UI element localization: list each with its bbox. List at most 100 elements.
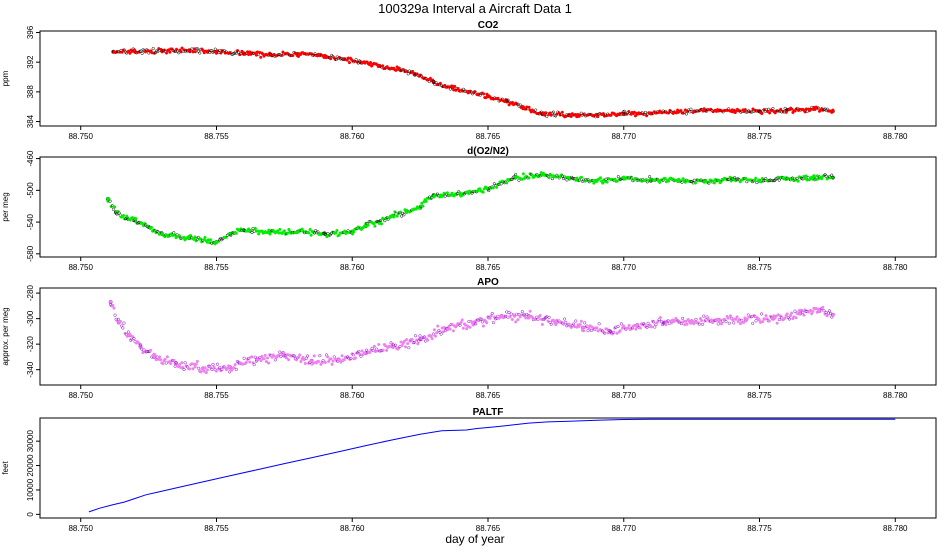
data-point xyxy=(550,177,555,181)
data-point xyxy=(108,199,112,203)
data-point xyxy=(796,312,800,316)
data-point xyxy=(543,113,547,117)
data-point xyxy=(803,176,807,181)
data-point xyxy=(388,344,392,348)
x-tick-label: 88.755 xyxy=(204,263,229,272)
data-point xyxy=(173,233,177,237)
x-tick-label: 88.775 xyxy=(747,263,772,272)
data-point xyxy=(648,175,652,179)
data-point xyxy=(787,317,791,321)
data-point xyxy=(734,317,738,321)
data-point xyxy=(272,354,276,358)
data-point xyxy=(684,319,688,323)
data-point xyxy=(481,190,485,194)
data-point xyxy=(719,322,724,326)
data-point xyxy=(205,368,209,372)
data-point xyxy=(140,51,144,55)
data-point xyxy=(506,98,510,102)
y-tick-label: -280 xyxy=(26,285,35,302)
data-point xyxy=(248,360,252,364)
x-tick-label: 88.750 xyxy=(68,524,93,533)
data-point xyxy=(182,367,186,372)
y-tick-label: 30000 xyxy=(26,429,35,452)
data-point xyxy=(664,323,668,327)
data-point xyxy=(709,318,714,322)
data-point xyxy=(702,314,706,318)
data-point xyxy=(381,348,385,352)
data-point xyxy=(601,112,605,116)
data-point xyxy=(482,92,486,96)
data-point xyxy=(579,319,583,323)
data-point xyxy=(307,231,311,235)
data-point xyxy=(465,327,469,331)
data-point xyxy=(581,325,585,330)
data-point xyxy=(127,332,132,336)
data-point xyxy=(193,235,197,239)
x-tick-label: 88.760 xyxy=(340,524,365,533)
x-tick-label: 88.770 xyxy=(612,391,637,400)
y-tick-label: -460 xyxy=(26,150,35,167)
data-point xyxy=(513,314,517,318)
data-point xyxy=(732,321,736,325)
data-point xyxy=(368,60,373,65)
data-point xyxy=(215,362,219,366)
data-point xyxy=(578,322,582,327)
data-point xyxy=(151,46,155,51)
data-point xyxy=(775,321,779,325)
y-tick-label: 20000 xyxy=(26,454,35,477)
y-tick-label: 0 xyxy=(26,512,35,517)
data-point xyxy=(768,111,772,115)
data-point xyxy=(159,358,163,362)
data-point xyxy=(381,64,385,68)
data-point xyxy=(831,314,835,318)
data-point xyxy=(417,339,421,343)
data-point xyxy=(764,314,768,318)
panel-1: d(O2/N2) 88.750 88.755 88.760 88.765 88.770 88… xyxy=(1,146,937,272)
data-point xyxy=(377,342,381,347)
data-point xyxy=(615,179,619,183)
data-point xyxy=(447,324,451,328)
data-point xyxy=(622,109,626,113)
data-point xyxy=(306,354,310,358)
data-point xyxy=(397,66,401,70)
data-point xyxy=(264,360,268,364)
data-point xyxy=(520,310,524,314)
data-point xyxy=(527,105,531,109)
data-point xyxy=(538,313,542,318)
data-point xyxy=(128,51,132,55)
data-point xyxy=(242,356,246,360)
data-point xyxy=(412,340,416,344)
data-point xyxy=(180,361,184,365)
data-point xyxy=(605,180,609,184)
data-point xyxy=(296,54,301,58)
data-point xyxy=(508,315,512,319)
data-point xyxy=(521,313,526,317)
data-point xyxy=(505,310,509,314)
data-point xyxy=(738,322,743,326)
data-point xyxy=(372,221,376,226)
data-point xyxy=(331,359,335,363)
data-point xyxy=(351,353,355,357)
data-point xyxy=(658,316,662,320)
data-point xyxy=(194,47,199,51)
y-axis-label: ppm xyxy=(1,70,10,86)
data-point xyxy=(571,322,576,326)
data-point xyxy=(458,191,462,195)
data-point xyxy=(207,241,212,245)
data-point xyxy=(679,322,684,326)
data-point xyxy=(234,231,238,235)
data-point xyxy=(383,344,388,348)
data-point xyxy=(280,53,284,58)
data-point xyxy=(329,357,333,361)
data-point xyxy=(286,231,290,235)
data-point xyxy=(349,357,353,361)
data-point xyxy=(579,175,584,179)
data-point xyxy=(616,324,620,329)
x-tick-label: 88.770 xyxy=(612,132,637,141)
data-point xyxy=(433,334,438,338)
data-point xyxy=(182,235,186,239)
data-point xyxy=(540,322,544,326)
data-point xyxy=(484,96,488,100)
y-tick-label: -300 xyxy=(26,310,35,327)
data-point xyxy=(192,47,196,51)
